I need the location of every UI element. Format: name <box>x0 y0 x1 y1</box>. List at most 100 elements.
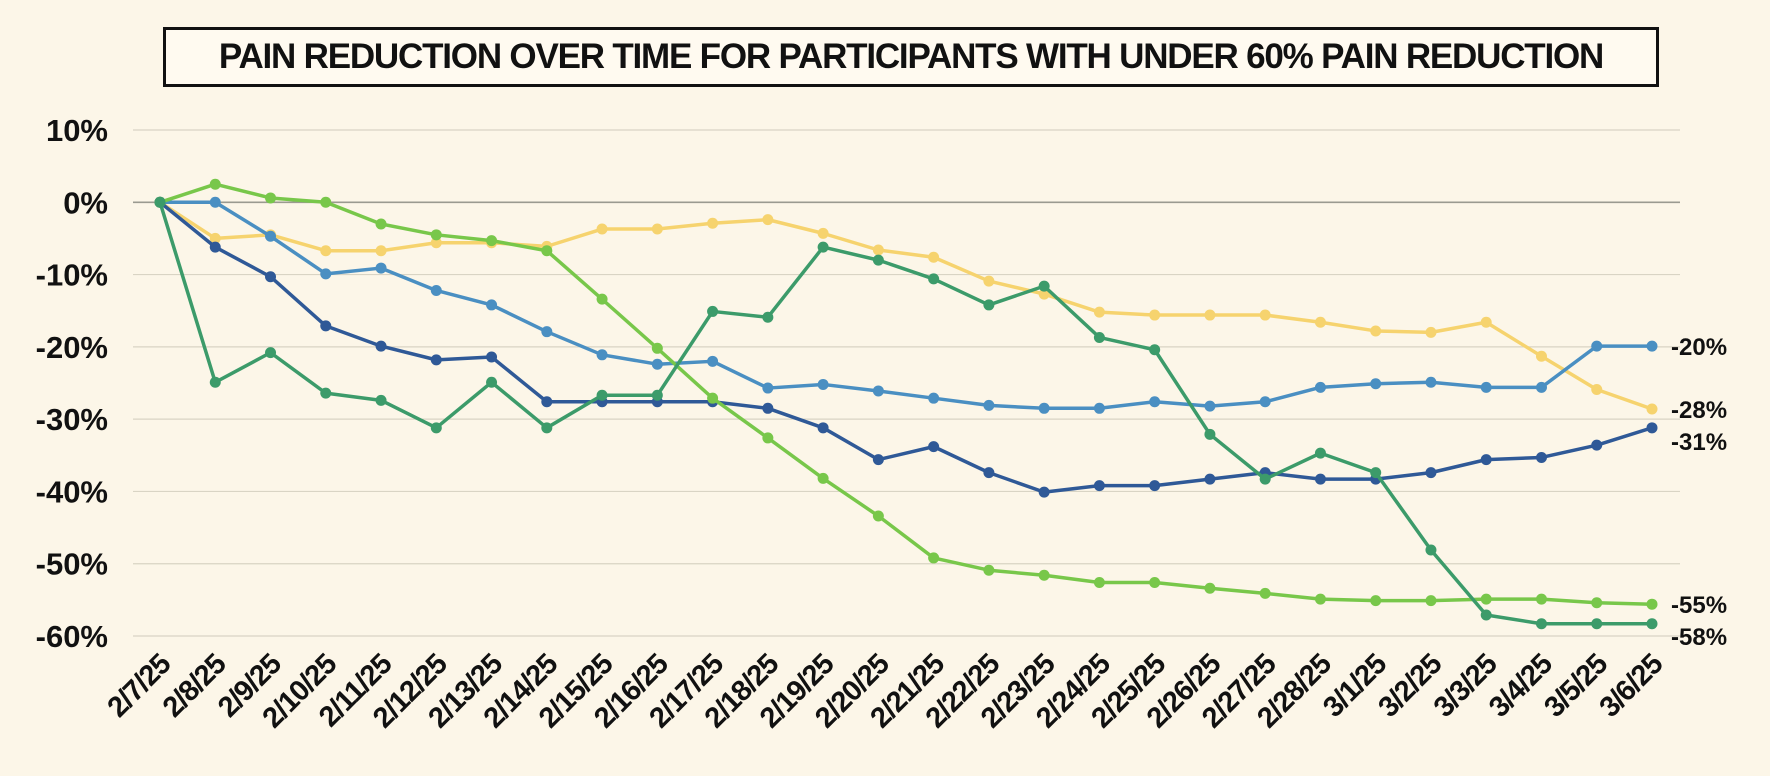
data-point <box>265 230 277 242</box>
x-tick-label: 3/3/25 <box>1428 648 1504 724</box>
data-point <box>928 251 940 263</box>
data-point <box>872 244 884 256</box>
data-point <box>1259 396 1271 408</box>
data-point <box>320 268 332 280</box>
end-value-label: -28% <box>1671 397 1727 424</box>
data-point <box>1093 577 1105 589</box>
data-point <box>928 273 940 285</box>
data-point <box>1370 467 1382 479</box>
data-point <box>1149 396 1161 408</box>
data-point <box>596 349 608 361</box>
data-point <box>817 241 829 253</box>
data-point <box>375 218 387 230</box>
data-point <box>486 351 498 363</box>
data-point <box>1370 378 1382 390</box>
data-point <box>1370 325 1382 337</box>
data-point <box>209 376 221 388</box>
data-point <box>320 245 332 257</box>
data-point <box>983 299 995 311</box>
chart-title-box: PAIN REDUCTION OVER TIME FOR PARTICIPANT… <box>163 27 1659 87</box>
data-point <box>928 441 940 453</box>
data-point <box>430 284 442 296</box>
data-point <box>265 271 277 283</box>
gridlines <box>133 129 1680 637</box>
data-point <box>1314 473 1326 485</box>
data-point <box>1480 381 1492 393</box>
data-point <box>872 254 884 266</box>
data-point <box>430 229 442 241</box>
data-point <box>872 454 884 466</box>
series-2 <box>154 196 1658 414</box>
data-point <box>375 340 387 352</box>
data-point <box>430 422 442 434</box>
data-point <box>1314 381 1326 393</box>
data-point <box>1425 544 1437 556</box>
data-point <box>1314 447 1326 459</box>
data-point <box>1535 381 1547 393</box>
data-point <box>209 196 221 208</box>
data-point <box>541 396 553 408</box>
data-point <box>1038 280 1050 292</box>
data-point <box>209 178 221 190</box>
y-tick-label: -40% <box>36 474 108 509</box>
data-point <box>817 378 829 390</box>
x-tick-label: 3/1/25 <box>1317 648 1393 724</box>
data-point <box>1259 587 1271 599</box>
data-point <box>762 311 774 323</box>
data-point <box>928 392 940 404</box>
data-point <box>541 245 553 257</box>
data-point <box>1646 340 1658 352</box>
data-point <box>1480 593 1492 605</box>
x-tick-label: 2/7/25 <box>102 648 178 724</box>
y-tick-label: 10% <box>46 113 108 148</box>
data-point <box>375 245 387 257</box>
x-axis-ticks: 2/7/252/8/252/9/252/10/252/11/252/12/252… <box>102 648 1670 735</box>
data-point <box>1480 454 1492 466</box>
data-point <box>596 389 608 401</box>
data-point <box>541 326 553 338</box>
data-point <box>1038 402 1050 414</box>
x-tick-label: 2/8/25 <box>157 648 233 724</box>
x-tick-label: 3/2/25 <box>1373 648 1449 724</box>
series-line <box>158 200 1654 411</box>
series-line <box>158 200 1654 626</box>
data-point <box>1425 326 1437 338</box>
data-point <box>486 299 498 311</box>
data-point <box>1093 480 1105 492</box>
end-value-label: -31% <box>1671 429 1727 456</box>
x-tick-label: 3/5/25 <box>1538 648 1614 724</box>
data-point <box>1204 582 1216 594</box>
data-point <box>1259 473 1271 485</box>
data-point <box>375 394 387 406</box>
data-point <box>1425 595 1437 607</box>
data-point <box>154 196 166 208</box>
series-line <box>158 200 1654 411</box>
data-point <box>762 432 774 444</box>
data-point <box>1149 577 1161 589</box>
data-point <box>209 232 221 244</box>
series-line <box>158 200 1654 494</box>
data-point <box>1038 569 1050 581</box>
data-point <box>872 510 884 522</box>
end-value-label: -58% <box>1671 624 1727 651</box>
data-point <box>983 275 995 287</box>
series-3 <box>154 196 1658 498</box>
data-point <box>1259 309 1271 321</box>
data-point <box>707 217 719 229</box>
data-point <box>707 392 719 404</box>
data-point <box>1204 428 1216 440</box>
data-point <box>320 320 332 332</box>
data-point <box>817 422 829 434</box>
end-value-label: -55% <box>1671 592 1727 619</box>
data-point <box>651 358 663 370</box>
y-tick-label: -10% <box>36 258 108 293</box>
data-point <box>430 354 442 366</box>
data-point <box>762 382 774 394</box>
data-point <box>1425 376 1437 388</box>
x-tick-label: 3/4/25 <box>1483 648 1559 724</box>
data-point <box>375 262 387 274</box>
data-point <box>1093 402 1105 414</box>
y-tick-label: -20% <box>36 330 108 365</box>
